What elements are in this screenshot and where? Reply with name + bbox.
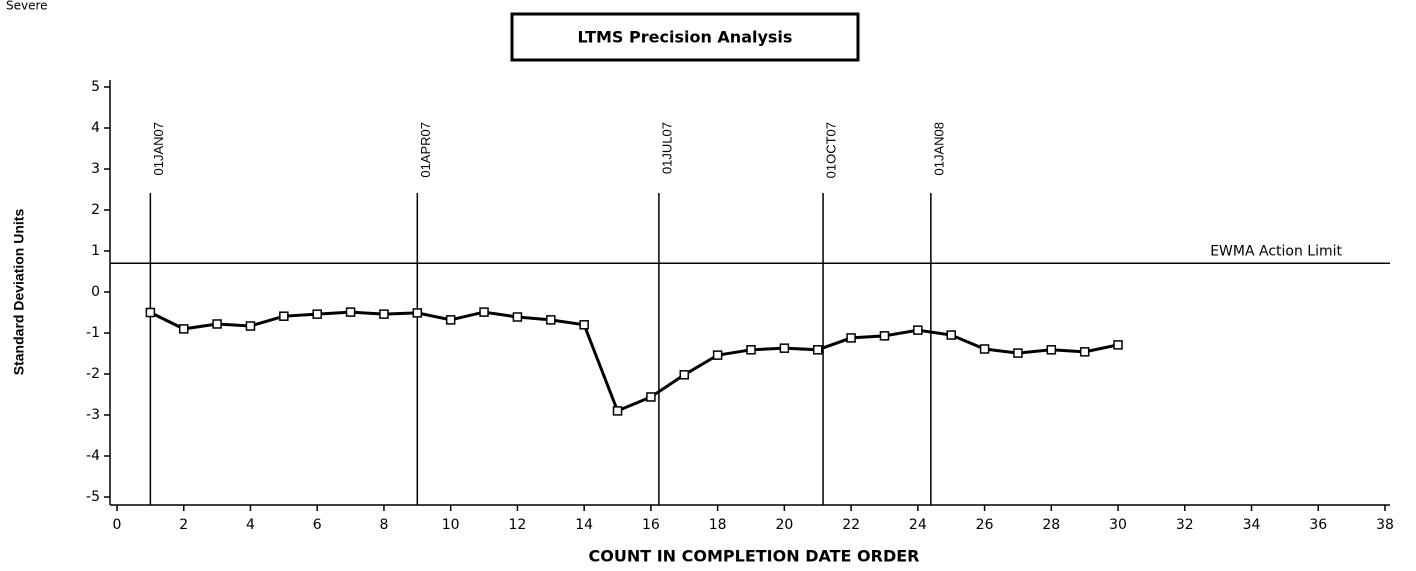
data-point <box>412 308 423 318</box>
x-tick-label: 6 <box>313 517 322 533</box>
y-tick-label: -4 <box>86 448 100 464</box>
y-tick-label: -1 <box>86 325 100 341</box>
data-point <box>512 312 523 322</box>
reference-label: 01JUL07 <box>659 122 674 174</box>
x-tick-label: 20 <box>775 517 793 533</box>
x-tick-label: 28 <box>1042 517 1060 533</box>
data-point <box>1113 340 1123 350</box>
x-tick-label: 38 <box>1376 517 1394 533</box>
x-tick-label: 10 <box>442 517 460 533</box>
title-box <box>510 12 860 62</box>
y-tick-label: 2 <box>91 202 100 218</box>
y-axis-label: Standard Deviation Units <box>11 209 27 376</box>
reference-label: 01OCT07 <box>824 122 839 178</box>
x-tick-label: 26 <box>976 517 994 533</box>
reference-label: 01JAN07 <box>151 122 166 175</box>
x-tick-label: 30 <box>1109 517 1127 533</box>
reference-label: 01APR07 <box>418 122 433 178</box>
y-tick-label: -5 <box>86 489 100 505</box>
data-point <box>1079 347 1090 357</box>
action-limit-label: EWMA Action Limit <box>1210 243 1342 259</box>
data-point <box>345 307 356 317</box>
x-tick-label: 4 <box>246 517 255 533</box>
data-point <box>479 307 489 317</box>
y-tick-label: 3 <box>91 161 100 177</box>
data-point <box>145 307 156 318</box>
data-point <box>812 345 823 355</box>
x-tick-label: 0 <box>113 517 122 533</box>
data-point <box>712 350 723 360</box>
y-tick-label: 1 <box>91 243 100 259</box>
data-point <box>913 325 923 335</box>
series-line <box>149 310 1119 413</box>
y-tick-label: 4 <box>91 120 100 136</box>
y-tick-label: 5 <box>91 79 100 95</box>
x-axis-label: COUNT IN COMPLETION DATE ORDER <box>589 547 920 566</box>
x-tick-label: 12 <box>509 517 527 533</box>
data-point <box>879 331 890 341</box>
data-point <box>646 392 656 402</box>
data-point <box>612 406 623 416</box>
y-tick-label: -2 <box>86 366 100 382</box>
y-tick-label: 0 <box>91 284 100 300</box>
x-tick-label: 18 <box>709 517 727 533</box>
data-point <box>1013 348 1023 358</box>
x-tick-label: 2 <box>179 517 188 533</box>
data-point <box>546 315 556 325</box>
y-tick-label: -3 <box>86 407 100 423</box>
data-point <box>178 324 189 334</box>
x-tick-label: 22 <box>842 517 860 533</box>
data-point <box>1046 345 1057 355</box>
x-tick-label: 36 <box>1309 517 1327 533</box>
data-point <box>245 321 256 331</box>
data-point <box>312 309 322 319</box>
chart-subtitle: Severe <box>6 0 48 13</box>
data-point <box>746 345 756 355</box>
data-point <box>579 320 589 330</box>
data-point <box>379 309 389 319</box>
data-point <box>979 344 990 354</box>
data-point <box>946 330 956 340</box>
data-point <box>846 333 856 343</box>
data-point <box>212 319 222 329</box>
data-point <box>779 343 790 353</box>
reference-label: 01JAN08 <box>931 122 946 175</box>
x-tick-label: 32 <box>1176 517 1194 533</box>
data-point <box>679 370 690 380</box>
x-tick-label: 34 <box>1243 517 1261 533</box>
x-tick-label: 8 <box>379 517 388 533</box>
x-tick-label: 14 <box>575 517 593 533</box>
x-tick-label: 24 <box>909 517 927 533</box>
x-tick-label: 16 <box>642 517 660 533</box>
chart-title: LTMS Precision Analysis <box>578 28 793 47</box>
data-point <box>445 315 456 325</box>
data-point <box>279 311 289 321</box>
